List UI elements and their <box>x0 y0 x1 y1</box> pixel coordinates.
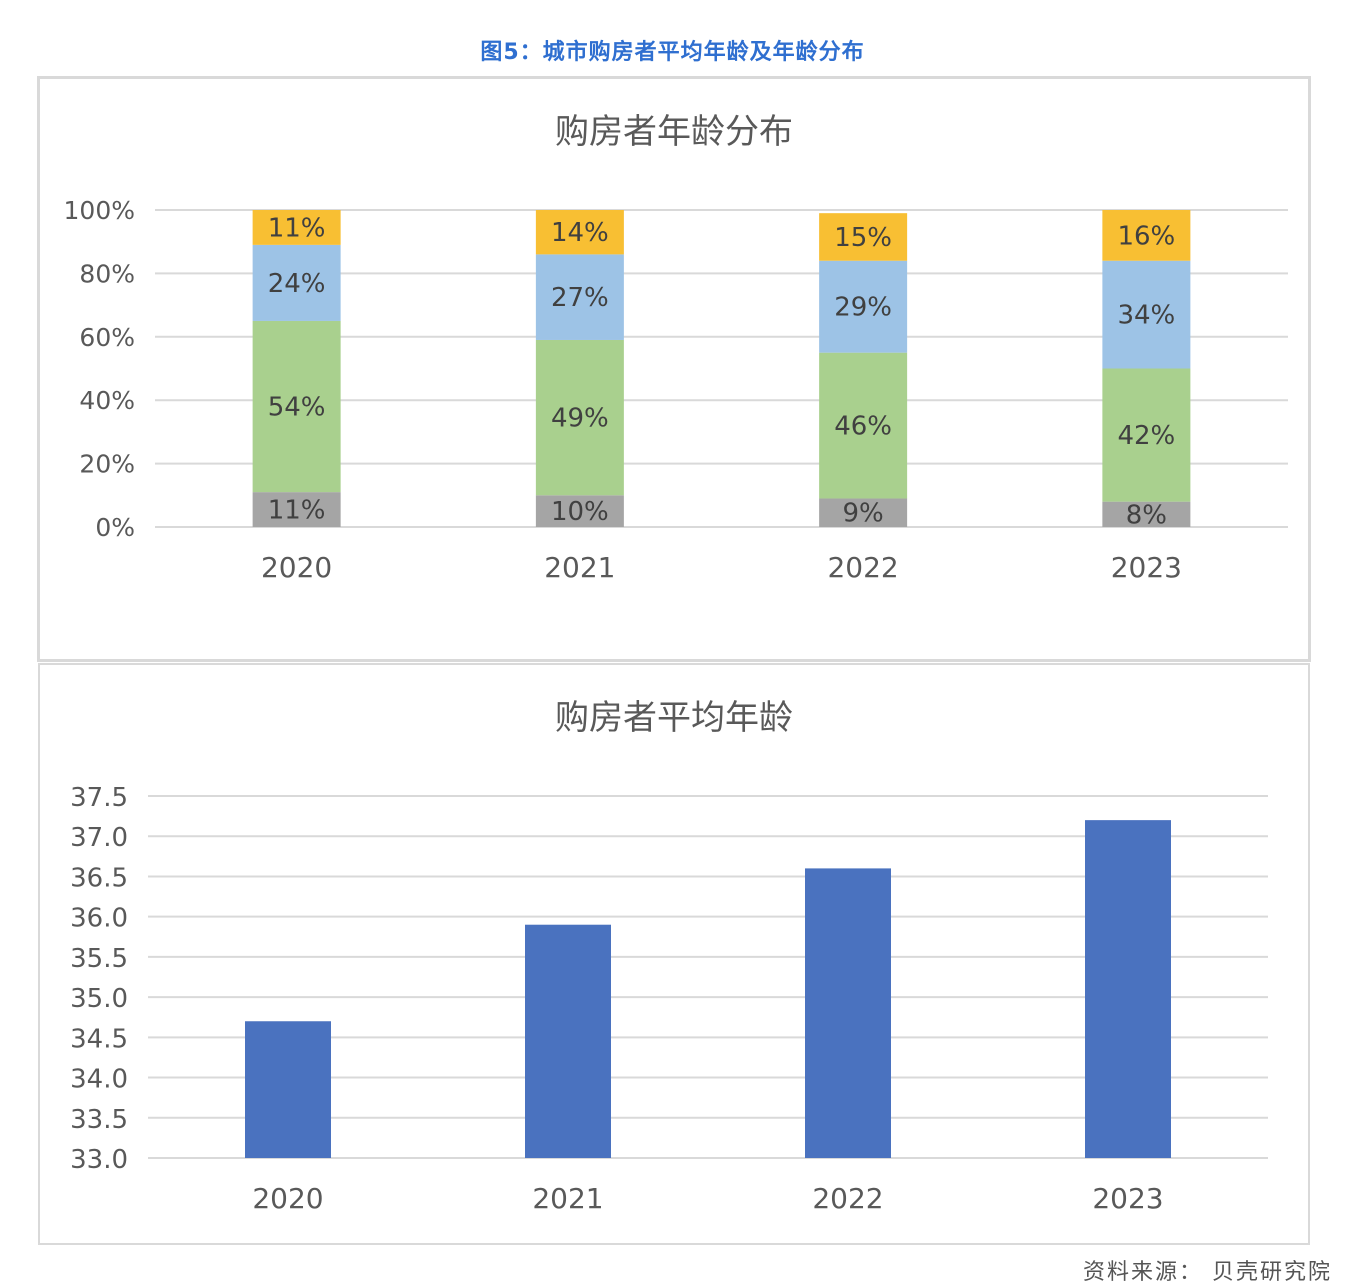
data-label: 16% <box>1117 221 1175 251</box>
bar-segment <box>1102 368 1191 502</box>
bar-segment <box>535 495 624 527</box>
age-distribution-chart: 购房者年龄分布 0% 20% 40% 60% 80% 100% 11% 54% 24% 11% 202… <box>64 112 1288 584</box>
data-label: 10% <box>551 497 609 527</box>
chart-title: 购房者平均年龄 <box>555 698 793 738</box>
y-tick-label: 100% <box>64 196 135 225</box>
y-tick-label: 80% <box>79 259 135 288</box>
x-tick-label: 2022 <box>812 1182 883 1215</box>
y-tick-label: 34.0 <box>70 1065 128 1095</box>
bar <box>805 868 891 1158</box>
bar-segment <box>252 244 341 321</box>
bar-segment <box>819 213 908 261</box>
bar-segment <box>819 498 908 527</box>
x-tick-label: 2023 <box>1092 1182 1163 1215</box>
data-label: 34% <box>1117 301 1175 331</box>
bar-segment <box>819 352 908 499</box>
data-label: 27% <box>551 283 609 313</box>
bar <box>1085 820 1171 1158</box>
bar <box>245 1021 331 1158</box>
x-tick-label: 2021 <box>544 551 615 584</box>
y-tick-label: 0% <box>95 513 135 542</box>
y-tick-label: 34.5 <box>70 1024 128 1054</box>
x-tick-label: 2023 <box>1111 551 1182 584</box>
y-tick-label: 20% <box>79 450 135 479</box>
data-label: 46% <box>834 412 892 442</box>
data-label: 42% <box>1117 421 1175 451</box>
age-distribution-chart-panel: 购房者年龄分布 0% 20% 40% 60% 80% 100% 11% 54% 24% 11% 202… <box>37 76 1311 714</box>
y-tick-label: 36.0 <box>70 904 128 934</box>
data-label: 54% <box>268 393 326 423</box>
bar-segment <box>1102 260 1191 369</box>
y-tick-label: 33.5 <box>70 1105 128 1135</box>
data-label: 49% <box>551 404 609 434</box>
bar-segment <box>535 339 624 496</box>
data-label: 29% <box>834 293 892 323</box>
average-age-chart-panel: 购房者平均年龄 33.0 33.5 34.0 34.5 35.0 35.5 36.0 36.5 3… <box>38 663 1310 1245</box>
data-label: 15% <box>834 223 892 253</box>
y-tick-label: 33.0 <box>70 1145 128 1175</box>
bar-segment <box>252 492 341 527</box>
source-note: 资料来源： 贝壳研究院 <box>1083 1260 1332 1285</box>
y-tick-label: 37.0 <box>70 823 128 853</box>
data-label: 9% <box>843 499 884 529</box>
bar-segment <box>252 210 341 245</box>
bar <box>525 924 611 1158</box>
data-label: 11% <box>268 496 326 526</box>
bar-segment <box>535 254 624 340</box>
figure-title: 图5：城市购房者平均年龄及年龄分布 <box>480 40 865 65</box>
x-tick-label: 2020 <box>261 551 332 584</box>
x-tick-label: 2021 <box>532 1182 603 1215</box>
bar-segment <box>535 210 624 255</box>
y-tick-label: 40% <box>79 386 135 415</box>
bar-segment <box>1102 210 1191 261</box>
y-tick-label: 35.0 <box>70 984 128 1014</box>
average-age-chart: 购房者平均年龄 33.0 33.5 34.0 34.5 35.0 35.5 36.0 36.5 3… <box>70 698 1268 1215</box>
bar-segment <box>819 260 908 353</box>
data-label: 24% <box>268 269 326 299</box>
data-label: 14% <box>551 218 609 248</box>
bar-segment <box>1102 501 1191 527</box>
data-label: 11% <box>268 213 326 243</box>
x-tick-label: 2020 <box>252 1182 323 1215</box>
y-tick-label: 35.5 <box>70 944 128 974</box>
bar-segment <box>252 320 341 493</box>
y-tick-label: 37.5 <box>70 783 128 813</box>
data-label: 8% <box>1126 500 1167 530</box>
x-tick-label: 2022 <box>827 551 898 584</box>
chart-title: 购房者年龄分布 <box>555 112 793 152</box>
y-tick-label: 36.5 <box>70 863 128 893</box>
y-tick-label: 60% <box>79 323 135 352</box>
